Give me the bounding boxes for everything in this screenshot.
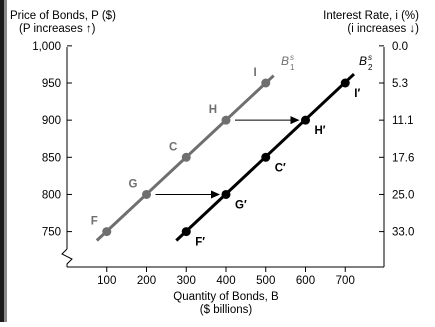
right-tick-label: 5.3 <box>392 78 408 90</box>
x-tick-label: 500 <box>256 275 275 287</box>
x-axis-units: ($ billions) <box>200 304 253 316</box>
point-label: F <box>91 216 98 228</box>
x-tick-label: 100 <box>97 275 116 287</box>
window-edge <box>0 0 4 322</box>
point-label: C <box>169 141 177 153</box>
point-label: G′ <box>235 199 247 211</box>
right-tick-label: 17.6 <box>392 152 414 164</box>
point-label: I <box>254 67 257 79</box>
x-tick-label: 400 <box>216 275 235 287</box>
point-label: G <box>129 178 138 190</box>
series-label-b2s-sub: 2 <box>368 63 373 72</box>
data-point <box>340 78 350 88</box>
data-point <box>221 189 231 199</box>
data-point <box>142 189 151 199</box>
x-tick-label: 600 <box>296 275 315 287</box>
data-point <box>261 78 271 88</box>
series-label-b1s: B <box>281 54 289 68</box>
right-axis-subtitle: (i increases ↓) <box>347 23 419 35</box>
data-point <box>102 227 112 237</box>
right-axis-title: Interest Rate, i (%) <box>323 10 419 22</box>
data-point <box>181 227 191 237</box>
window-edge-shadow <box>4 0 7 322</box>
point-label: F′ <box>195 237 205 249</box>
left-axis-subtitle: (P increases ↑) <box>19 23 96 35</box>
data-point <box>301 115 310 125</box>
series-label-b1s-sub: 1 <box>290 63 295 72</box>
series-label-b2s: B <box>359 54 367 68</box>
x-axis-title: Quantity of Bonds, B <box>173 291 279 303</box>
y-tick-label: 900 <box>42 115 61 127</box>
data-point <box>221 115 231 125</box>
x-tick-label: 700 <box>336 275 355 287</box>
y-tick-label: 950 <box>42 78 61 90</box>
right-tick-label: 33.0 <box>392 227 414 239</box>
point-label: C′ <box>275 162 286 174</box>
point-label: H <box>209 104 217 116</box>
x-tick-label: 300 <box>177 275 196 287</box>
axis-break-icon <box>61 248 73 267</box>
right-tick-label: 11.1 <box>392 115 414 127</box>
series-label-b1s-sup: s <box>290 53 294 62</box>
right-tick-label: 0.0 <box>392 41 408 53</box>
y-tick-label: 850 <box>42 152 61 164</box>
data-point <box>261 152 271 162</box>
y-tick-label: 1,000 <box>32 41 61 53</box>
shift-arrows <box>155 116 300 199</box>
series-layer: F G C H I F′ G′ C′ H′ I′ <box>91 67 361 249</box>
data-point <box>181 152 191 162</box>
y-tick-label: 750 <box>42 227 61 239</box>
series-label-b2s-sup: s <box>368 53 372 62</box>
tick-layer: 750 800 850 900 950 1,000 0.0 5.3 11.1 17.6 25.0 33… <box>32 41 414 287</box>
right-tick-label: 25.0 <box>392 189 414 201</box>
left-axis-title: Price of Bonds, P ($) <box>10 10 116 22</box>
point-label: I′ <box>354 88 360 100</box>
point-label: H′ <box>315 125 326 137</box>
x-tick-label: 200 <box>137 275 156 287</box>
y-tick-label: 800 <box>42 189 61 201</box>
